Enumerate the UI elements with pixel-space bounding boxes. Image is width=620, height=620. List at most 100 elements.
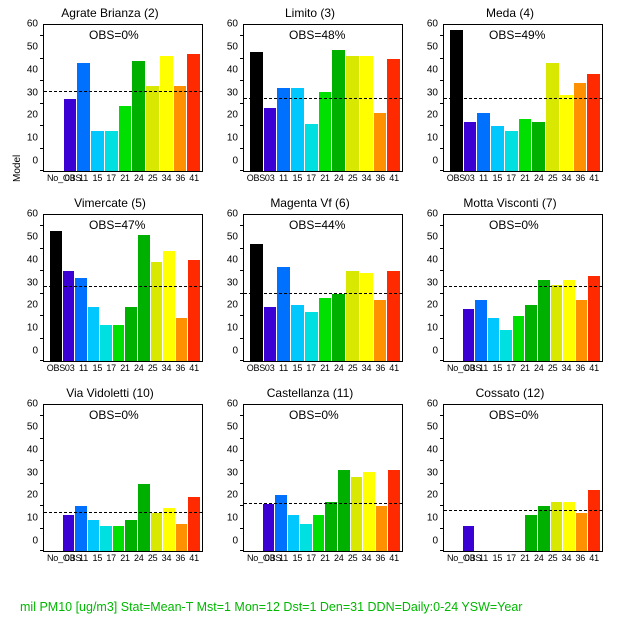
bar [563, 280, 575, 361]
bar [125, 307, 137, 361]
bars [250, 405, 400, 551]
bar [538, 506, 550, 551]
bar [319, 92, 332, 171]
bar [351, 477, 363, 551]
plot-area: OBS=0% [243, 404, 403, 552]
bar [319, 298, 332, 361]
bar [163, 251, 175, 361]
bar [305, 124, 318, 171]
x-axis-ticks: No_OBS03111517212425343641 [443, 553, 603, 567]
bar [277, 267, 290, 361]
y-axis-ticks: 0102030405060 [10, 404, 40, 552]
bar [263, 504, 275, 551]
bar [346, 271, 359, 361]
bar [525, 305, 537, 361]
bar [250, 244, 263, 361]
bar [374, 300, 387, 361]
bar [588, 276, 600, 361]
reference-line [44, 286, 202, 287]
bar [525, 515, 537, 551]
y-axis-ticks: 0102030405060 [10, 214, 40, 362]
bar [77, 63, 90, 171]
bar [376, 506, 388, 551]
bar [75, 278, 87, 361]
bar [300, 524, 312, 551]
bar [387, 271, 400, 361]
bar [113, 325, 125, 361]
bar [475, 300, 487, 361]
bar [332, 294, 345, 361]
chart-panel: Vimercate (5)OBS=47%0102030405060OBS0311… [10, 194, 210, 384]
bar [338, 470, 350, 551]
bar [346, 56, 359, 171]
reference-line [444, 286, 602, 287]
bar [477, 113, 490, 171]
x-axis-ticks: OBS03111517212425343641 [43, 363, 203, 377]
panel-title: Limito (3) [210, 6, 410, 20]
y-axis-ticks: 0102030405060 [210, 404, 240, 552]
bar [519, 119, 532, 171]
bar [313, 515, 325, 551]
x-axis-ticks: OBS03111517212425343641 [243, 363, 403, 377]
chart-panel: Agrate Brianza (2) OBS=0%0102030405060No_… [10, 4, 210, 194]
bar [464, 122, 477, 171]
bar [264, 108, 277, 171]
chart-panel: Meda (4)OBS=49%0102030405060OBS031115172… [410, 4, 610, 194]
bar [277, 88, 290, 171]
plot-area: OBS=49% [443, 24, 603, 172]
bars [450, 405, 600, 551]
bar [560, 95, 573, 171]
reference-line [244, 503, 402, 504]
x-axis-ticks: No_OBS03111517212425343641 [43, 553, 203, 567]
panel-title: Castellanza (11) [210, 386, 410, 400]
bars [450, 215, 600, 361]
x-axis-ticks: No_OBS03111517212425343641 [243, 553, 403, 567]
x-axis-ticks: No_OBS03111517212425343641 [43, 173, 203, 187]
panel-title: Meda (4) [410, 6, 610, 20]
bar [546, 63, 559, 171]
bar [488, 318, 500, 361]
plot-area: OBS=0% [43, 24, 203, 172]
bar [587, 74, 600, 171]
y-axis-ticks: 0102030405060 [410, 214, 440, 362]
bar [163, 508, 175, 551]
bar [160, 56, 173, 171]
bar [88, 307, 100, 361]
bar [574, 83, 587, 171]
y-axis-ticks: 0102030405060 [10, 24, 40, 172]
bar [88, 520, 100, 551]
plot-area: OBS=44% [243, 214, 403, 362]
bar [64, 99, 77, 171]
panel-title: Motta Visconti (7) [410, 196, 610, 210]
bar [463, 309, 475, 361]
bar [138, 484, 150, 551]
bar [491, 126, 504, 171]
reference-line [244, 98, 402, 99]
bar [513, 316, 525, 361]
bar [374, 113, 387, 171]
panel-title: Magenta Vf (6) [210, 196, 410, 210]
bar [463, 526, 475, 551]
bar [264, 307, 277, 361]
plot-area: OBS=48% [243, 24, 403, 172]
y-axis-ticks: 0102030405060 [210, 24, 240, 172]
bar [50, 231, 62, 361]
bar [151, 513, 163, 551]
bar [146, 86, 159, 171]
bar [576, 300, 588, 361]
bar [176, 524, 188, 551]
chart-panel: Motta Visconti (7)OBS=0%0102030405060No_… [410, 194, 610, 384]
bar [188, 497, 200, 551]
bar [113, 526, 125, 551]
plot-area: OBS=47% [43, 214, 203, 362]
bar [500, 330, 512, 361]
y-axis-ticks: 0102030405060 [210, 214, 240, 362]
bar [125, 520, 137, 551]
reference-line [44, 91, 202, 92]
bars [250, 215, 400, 361]
bars [50, 25, 200, 171]
panel-title: Agrate Brianza (2) [10, 6, 210, 20]
bar [551, 285, 563, 361]
bar [450, 30, 463, 172]
chart-panel: Cossato (12)OBS=0%0102030405060No_OBS031… [410, 384, 610, 574]
